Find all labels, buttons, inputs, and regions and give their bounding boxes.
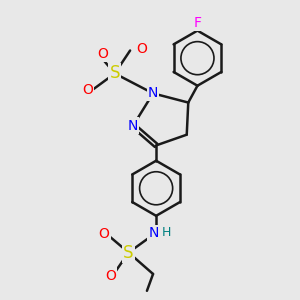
Text: N: N <box>148 86 158 100</box>
Text: O: O <box>82 83 93 97</box>
Text: O: O <box>97 46 108 61</box>
Text: H: H <box>162 226 172 238</box>
Text: N: N <box>128 118 138 133</box>
Text: O: O <box>99 227 110 241</box>
Text: O: O <box>105 268 116 283</box>
Text: N: N <box>148 226 159 240</box>
Text: O: O <box>136 42 147 56</box>
Text: F: F <box>194 16 201 30</box>
Text: S: S <box>110 64 120 82</box>
Text: S: S <box>123 244 134 262</box>
